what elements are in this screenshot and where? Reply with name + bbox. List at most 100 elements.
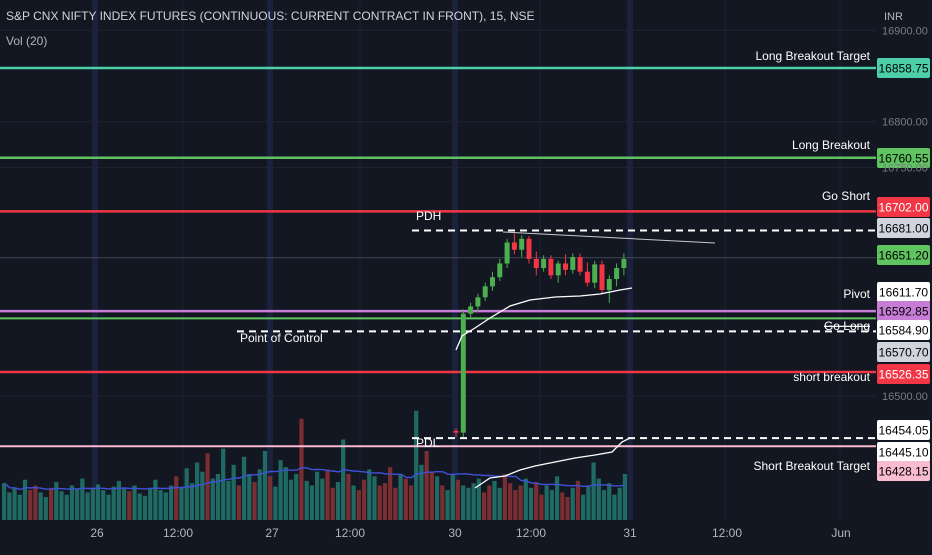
volume-bar <box>299 418 304 520</box>
level-label: short breakout <box>793 370 870 384</box>
volume-bar <box>195 462 200 520</box>
price-badge <box>877 342 930 362</box>
volume-bar <box>570 487 575 520</box>
volume-bar <box>142 495 148 520</box>
volume-bar <box>361 479 367 520</box>
volume-bar <box>601 490 607 520</box>
volume-bar <box>200 471 205 520</box>
volume-bar <box>518 485 523 520</box>
volume-bar <box>461 485 466 520</box>
volume-bar <box>278 460 283 520</box>
volume-bar <box>622 474 627 520</box>
candle <box>453 428 459 438</box>
volume-bar <box>586 485 591 520</box>
candle <box>519 235 525 258</box>
candle <box>548 255 554 280</box>
volume-bar <box>544 485 549 520</box>
volume-bar <box>288 479 294 520</box>
volume-bar <box>64 494 69 520</box>
candle <box>497 258 503 281</box>
volume-bar <box>487 485 492 520</box>
volume-bar <box>575 480 581 520</box>
volume-bar <box>33 485 38 520</box>
price-badge-value: 16592.85 <box>878 305 928 319</box>
volume-bar <box>121 488 127 520</box>
chart-grid <box>0 0 876 520</box>
volume-bar <box>294 474 299 520</box>
price-badge <box>877 148 930 168</box>
volume-bar <box>210 478 215 520</box>
volume-bar <box>148 487 153 520</box>
price-badge <box>877 364 930 384</box>
volume-bar <box>43 497 48 520</box>
vwap-line <box>455 287 633 351</box>
symbol-title[interactable]: S&P CNX NIFTY INDEX FUTURES (CONTINUOUS:… <box>6 9 535 23</box>
candle <box>460 309 466 438</box>
candlesticks <box>453 233 627 438</box>
volume-bar <box>236 485 241 520</box>
volume-bar <box>596 478 601 520</box>
price-badge <box>877 461 930 481</box>
price-badge <box>877 442 930 462</box>
volume-bar <box>247 474 252 520</box>
volume-bar <box>273 486 278 520</box>
volume-bar <box>75 488 80 520</box>
volume-bar <box>508 483 513 520</box>
time-tick-label: 26 <box>90 526 104 540</box>
volume-moving-average-line <box>4 466 626 491</box>
volume-bar <box>372 476 377 520</box>
time-tick-label: 31 <box>623 526 637 540</box>
volume-bar <box>497 487 502 520</box>
candle <box>577 253 583 276</box>
price-tick-label: 16900.00 <box>882 25 928 37</box>
level-label: Long Breakout <box>792 138 871 152</box>
volume-bar <box>398 474 403 520</box>
price-badge <box>877 197 930 217</box>
level-label: Long Breakout Target <box>755 49 870 63</box>
volume-bar <box>127 491 132 520</box>
volume-indicator-label[interactable]: Vol (20) <box>6 34 47 48</box>
price-badge-value: 16584.90 <box>878 324 928 338</box>
volume-bar <box>309 485 314 520</box>
volume-bar <box>69 485 75 520</box>
volume-bar <box>189 483 195 520</box>
volume-bar <box>335 482 341 520</box>
volume-bar <box>455 479 461 520</box>
volume-bar <box>377 485 382 520</box>
candle <box>621 253 627 276</box>
volume-bar <box>492 480 497 520</box>
volume-bar <box>330 487 335 520</box>
volume-bar <box>450 474 455 520</box>
candle <box>526 236 532 264</box>
volume-bar <box>28 490 33 520</box>
currency-label: INR <box>884 11 903 23</box>
volume-bar <box>466 487 471 520</box>
level-lines <box>0 66 876 448</box>
volume-bar <box>257 469 262 520</box>
volume-bar <box>440 485 445 520</box>
level-label: PDL <box>416 436 440 450</box>
price-tick-label: 16800.00 <box>882 117 928 129</box>
pdh-trendline <box>502 231 716 244</box>
volume-bar <box>268 476 273 520</box>
volume-bar <box>241 456 247 520</box>
time-axis-ticks: 26 12:00 27 12:00 30 12:00 31 12:00 Jun <box>90 526 850 540</box>
volume-bar <box>549 490 554 520</box>
volume-bar <box>215 474 221 520</box>
candle <box>511 233 517 255</box>
volume-bar <box>226 480 231 520</box>
volume-bar <box>388 467 393 520</box>
volume-bar <box>101 490 106 520</box>
volume-bar <box>54 482 59 520</box>
time-tick-label: 30 <box>448 526 462 540</box>
volume-bar <box>419 464 424 520</box>
time-tick-label: 27 <box>265 526 279 540</box>
volume-bar <box>393 487 398 520</box>
volume-bar <box>184 468 189 520</box>
candle <box>490 271 495 291</box>
time-tick-label: Jun <box>831 526 850 540</box>
price-tick-label: 16750.00 <box>882 162 928 174</box>
volume-bar <box>320 478 325 520</box>
